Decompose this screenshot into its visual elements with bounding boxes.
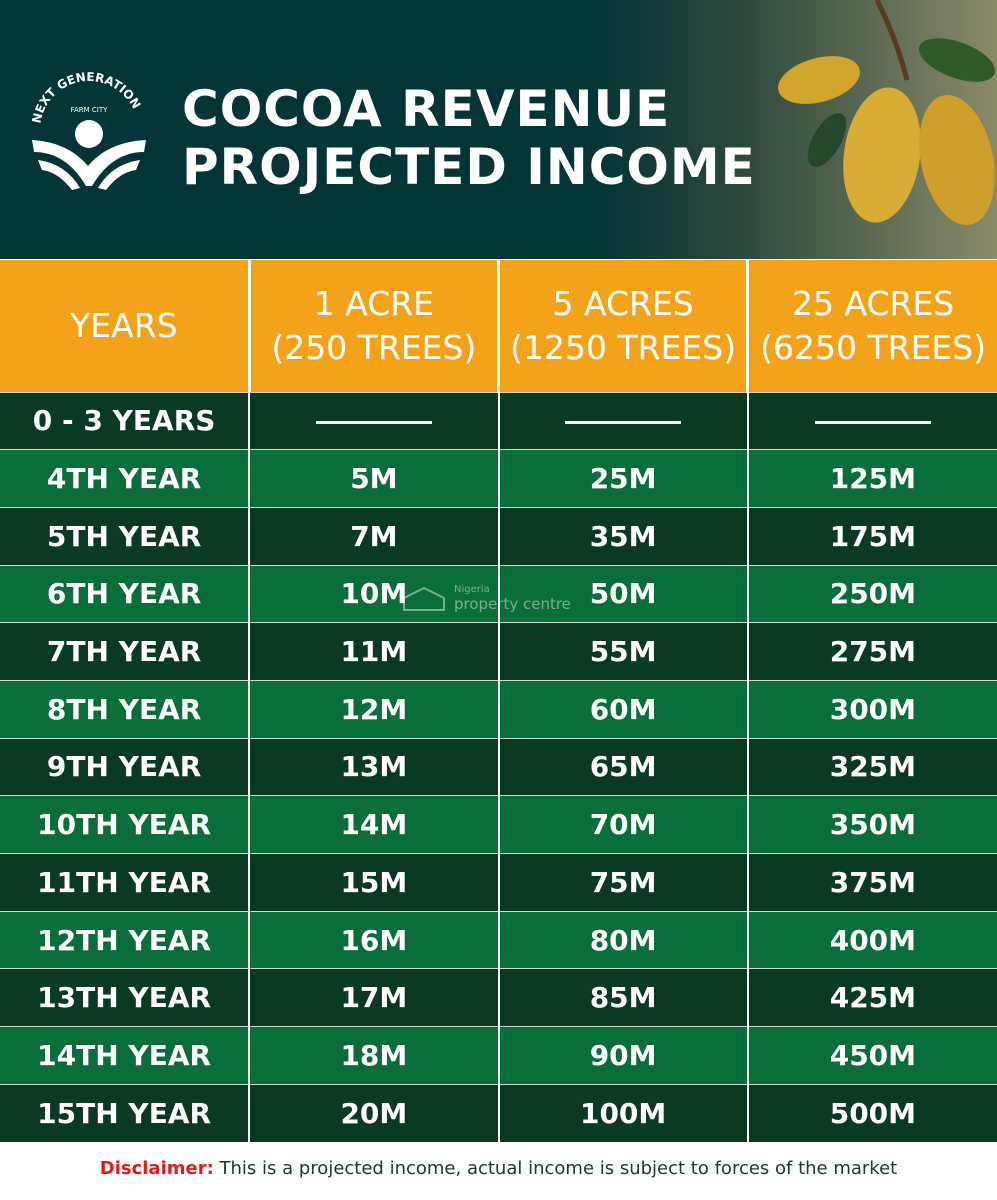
column-header-1-acre: 1 ACRE (250 TREES) bbox=[249, 260, 501, 392]
dash-mark bbox=[315, 420, 432, 424]
year-cell: 5TH YEAR bbox=[0, 506, 251, 566]
income-cell: 15M bbox=[249, 853, 500, 912]
income-cell: 5M bbox=[249, 449, 500, 508]
income-cell: 65M bbox=[498, 737, 749, 796]
table-row: 14TH YEAR 18M 90M 450M bbox=[0, 1026, 997, 1085]
watermark: Nigeria property centre bbox=[402, 584, 571, 613]
income-cell: 90M bbox=[498, 1026, 749, 1085]
income-cell: 13M bbox=[249, 737, 500, 796]
income-cell: 35M bbox=[498, 506, 749, 566]
house-icon bbox=[403, 586, 445, 611]
income-cell: 16M bbox=[249, 910, 500, 969]
income-cell: 500M bbox=[747, 1083, 997, 1142]
column-header-25-acres: 25 ACRES (6250 TREES) bbox=[747, 260, 997, 392]
table-row: 4TH YEAR 5M 25M 125M bbox=[0, 449, 997, 508]
year-cell: 7TH YEAR bbox=[0, 622, 251, 681]
year-cell: 11TH YEAR bbox=[0, 853, 251, 912]
table-row: 7TH YEAR 11M 55M 275M bbox=[0, 622, 997, 681]
watermark-line-2: property centre bbox=[454, 595, 571, 613]
income-cell: 300M bbox=[747, 679, 997, 739]
income-cell: 250M bbox=[747, 564, 997, 623]
income-cell bbox=[747, 391, 997, 450]
year-cell: 4TH YEAR bbox=[0, 449, 251, 508]
table-row: 15TH YEAR 20M 100M 500M bbox=[0, 1083, 997, 1142]
income-cell: 20M bbox=[249, 1083, 500, 1142]
income-cell: 450M bbox=[747, 1026, 997, 1085]
dash-mark bbox=[565, 420, 682, 424]
income-cell: 60M bbox=[498, 679, 749, 739]
income-cell: 7M bbox=[249, 506, 500, 566]
income-cell: 125M bbox=[747, 449, 997, 508]
income-cell: 85M bbox=[498, 968, 749, 1027]
income-cell: 275M bbox=[747, 622, 997, 681]
income-cell: 175M bbox=[747, 506, 997, 566]
year-cell: 8TH YEAR bbox=[0, 679, 251, 739]
title-line-2: PROJECTED INCOME bbox=[182, 138, 756, 196]
income-cell: 75M bbox=[498, 853, 749, 912]
income-cell: 11M bbox=[249, 622, 500, 681]
revenue-table: YEARS 1 ACRE (250 TREES) 5 ACRES (1250 TRE… bbox=[0, 260, 997, 1142]
disclaimer-label: Disclaimer: bbox=[99, 1158, 214, 1179]
income-cell: 400M bbox=[747, 910, 997, 969]
income-cell: 18M bbox=[249, 1026, 500, 1085]
income-cell: 10M bbox=[249, 564, 500, 623]
disclaimer-text: This is a projected income, actual incom… bbox=[213, 1158, 898, 1179]
income-cell: 50M bbox=[498, 564, 749, 623]
income-cell: 12M bbox=[249, 679, 500, 739]
year-cell: 9TH YEAR bbox=[0, 737, 251, 796]
table-row: 13TH YEAR 17M 85M 425M bbox=[0, 968, 997, 1027]
year-cell: 15TH YEAR bbox=[0, 1083, 251, 1142]
income-cell bbox=[249, 391, 500, 450]
table-row: 0 - 3 YEARS bbox=[0, 391, 997, 450]
income-cell: 425M bbox=[747, 968, 997, 1027]
income-cell: 17M bbox=[249, 968, 500, 1027]
page-title: COCOA REVENUE PROJECTED INCOME bbox=[182, 80, 756, 196]
year-cell: 10TH YEAR bbox=[0, 795, 251, 854]
hero-banner: NEXT GENERATION FARM CITY COCOA REVENUE … bbox=[0, 0, 997, 259]
table-row: 9TH YEAR 13M 65M 325M bbox=[0, 737, 997, 796]
cocoa-pods-image bbox=[778, 0, 996, 225]
income-cell: 350M bbox=[747, 795, 997, 854]
dash-mark bbox=[814, 420, 931, 424]
year-cell: 0 - 3 YEARS bbox=[0, 391, 251, 450]
table-row: 6TH YEAR 10M 50M 250M bbox=[0, 564, 997, 623]
column-header-years: YEARS bbox=[0, 260, 251, 392]
disclaimer: Disclaimer: This is a projected income, … bbox=[0, 1158, 997, 1179]
income-cell: 14M bbox=[249, 795, 500, 854]
column-header-5-acres: 5 ACRES (1250 TREES) bbox=[498, 260, 750, 392]
income-cell: 100M bbox=[498, 1083, 749, 1142]
year-cell: 13TH YEAR bbox=[0, 968, 251, 1027]
farm-city-logo: NEXT GENERATION FARM CITY bbox=[29, 70, 146, 190]
income-cell bbox=[498, 391, 749, 450]
table-row: 11TH YEAR 15M 75M 375M bbox=[0, 853, 997, 912]
income-cell: 25M bbox=[498, 449, 749, 508]
svg-text:NEXT GENERATION: NEXT GENERATION bbox=[29, 70, 143, 125]
income-cell: 80M bbox=[498, 910, 749, 969]
year-cell: 6TH YEAR bbox=[0, 564, 251, 623]
income-cell: 55M bbox=[498, 622, 749, 681]
income-cell: 70M bbox=[498, 795, 749, 854]
year-cell: 14TH YEAR bbox=[0, 1026, 251, 1085]
year-cell: 12TH YEAR bbox=[0, 910, 251, 969]
svg-text:FARM CITY: FARM CITY bbox=[71, 106, 109, 114]
income-cell: 325M bbox=[747, 737, 997, 796]
table-row: 8TH YEAR 12M 60M 300M bbox=[0, 679, 997, 739]
income-cell: 375M bbox=[747, 853, 997, 912]
title-line-1: COCOA REVENUE bbox=[182, 80, 671, 138]
watermark-line-1: Nigeria bbox=[454, 584, 490, 595]
table-row: 12TH YEAR 16M 80M 400M bbox=[0, 910, 997, 969]
table-row: 5TH YEAR 7M 35M 175M bbox=[0, 506, 997, 566]
table-header-row: YEARS 1 ACRE (250 TREES) 5 ACRES (1250 TRE… bbox=[0, 260, 997, 392]
table-row: 10TH YEAR 14M 70M 350M bbox=[0, 795, 997, 854]
